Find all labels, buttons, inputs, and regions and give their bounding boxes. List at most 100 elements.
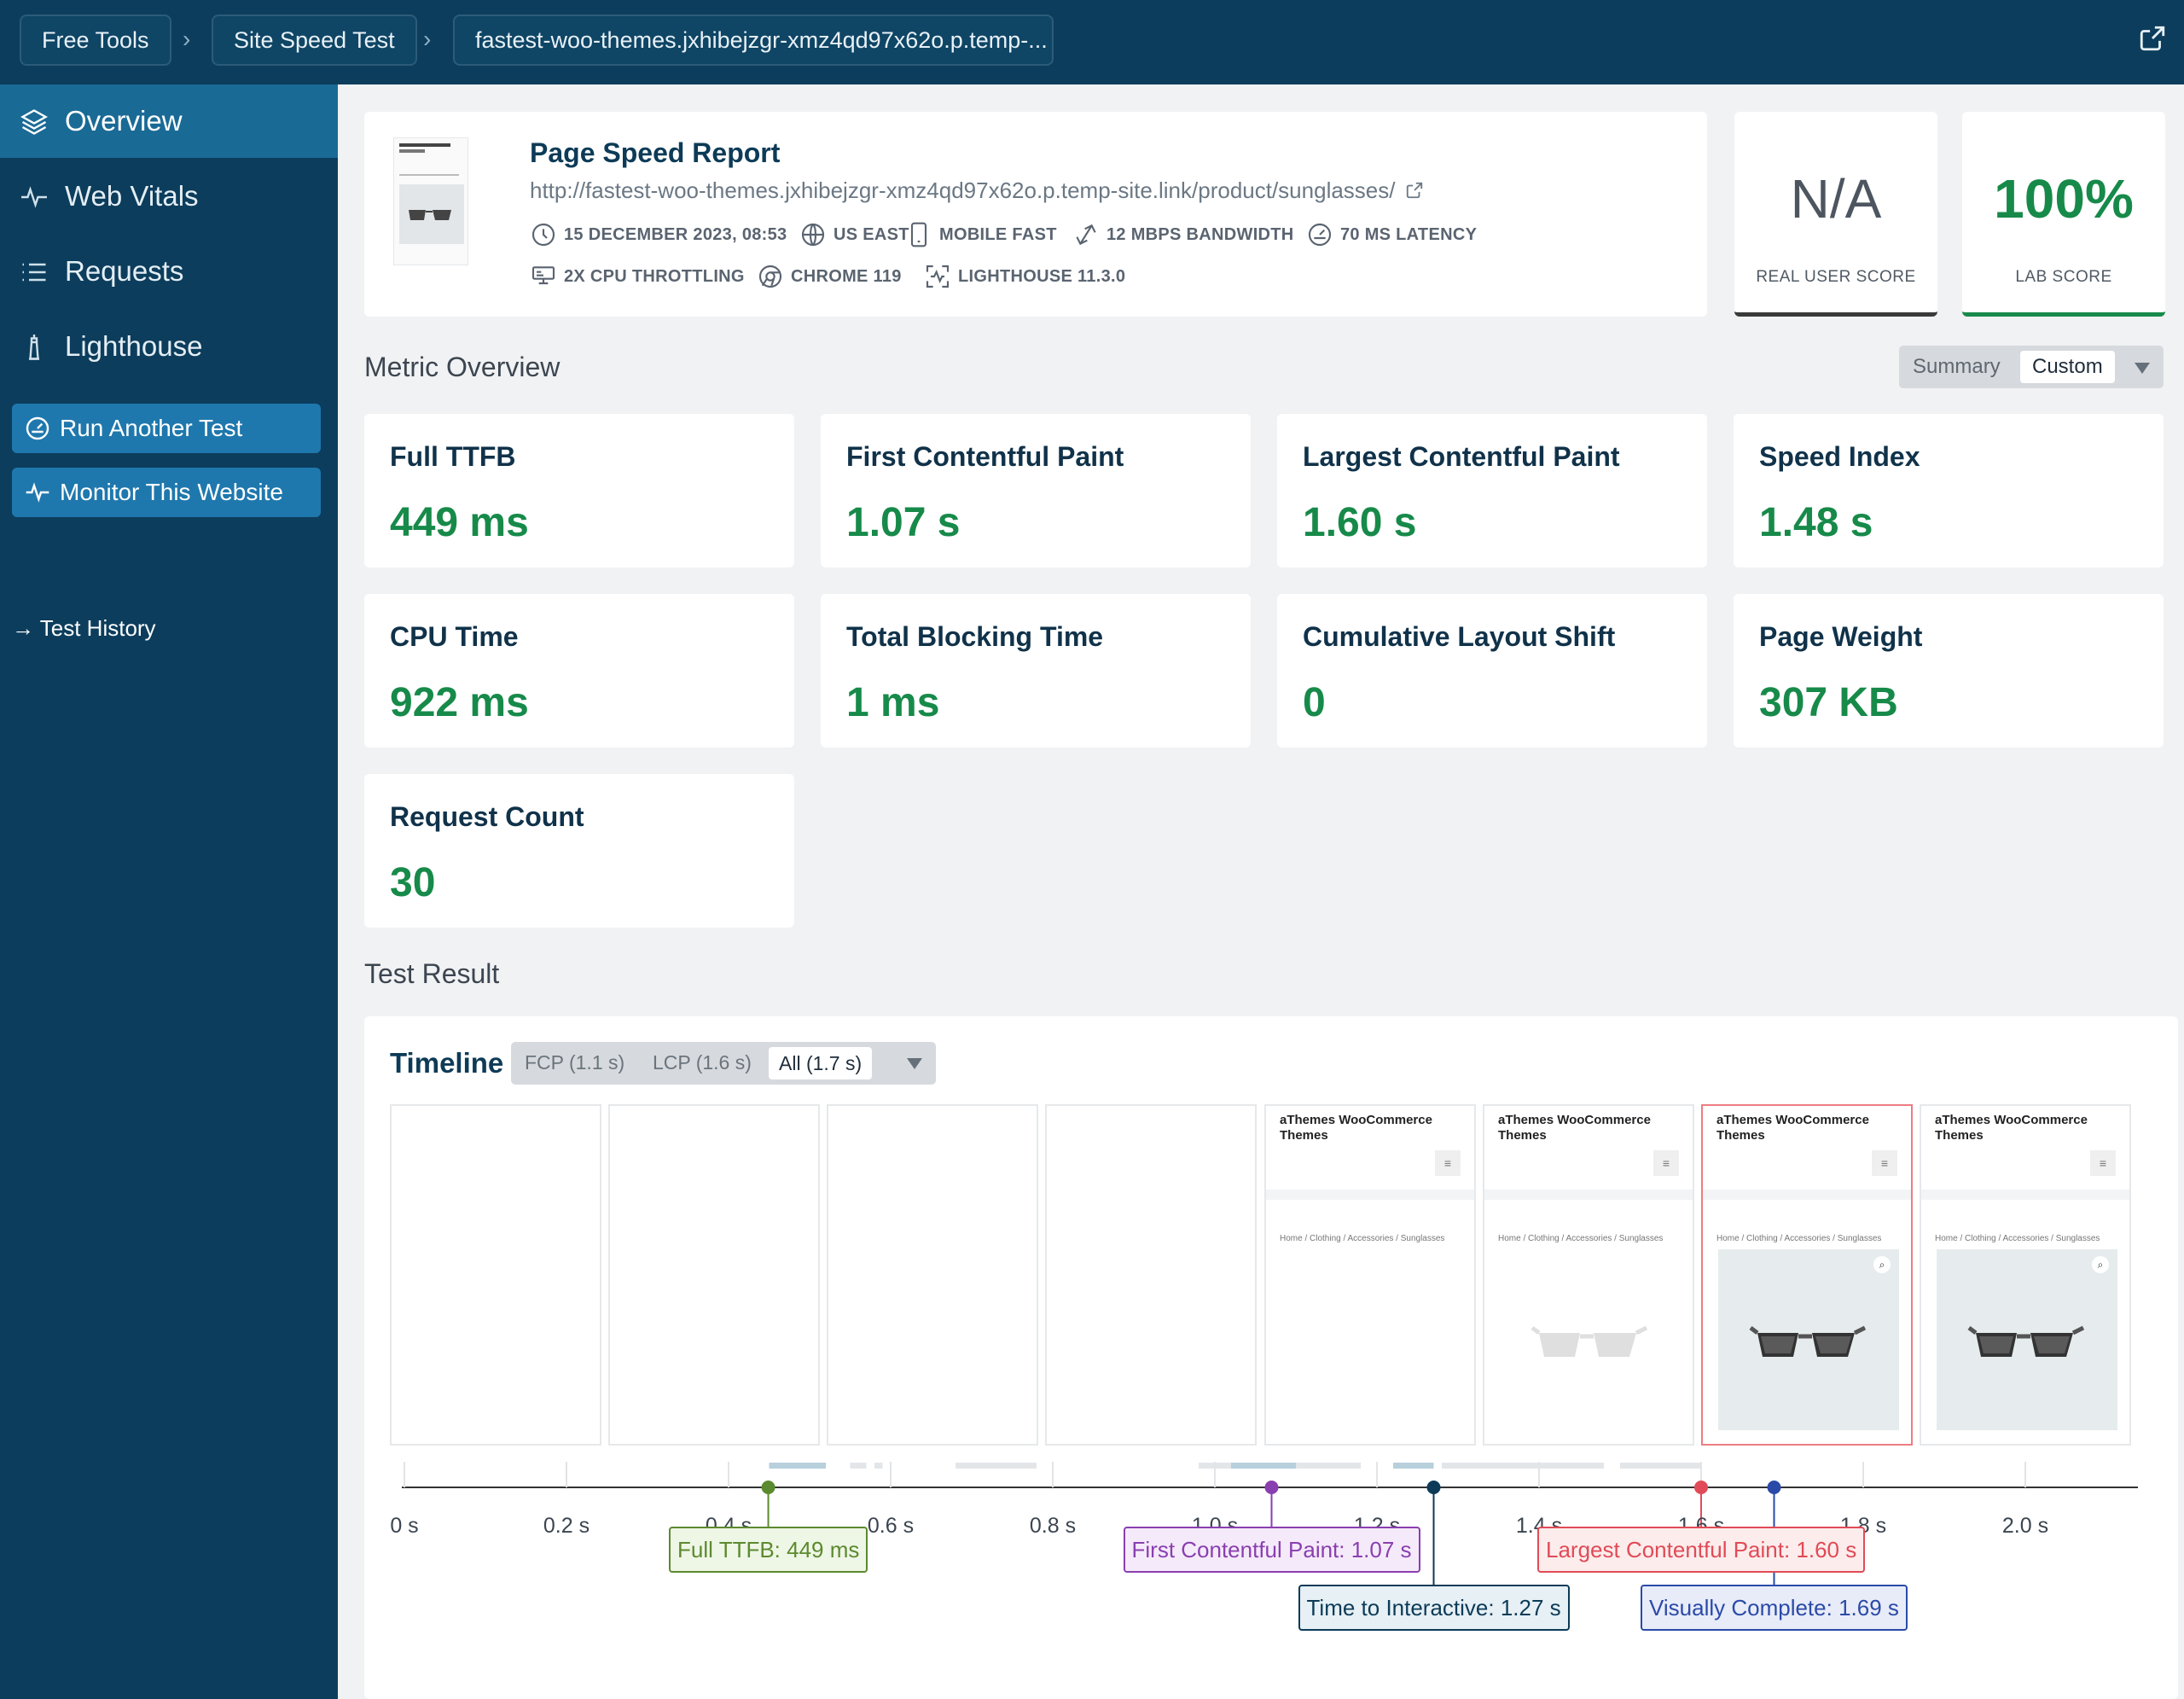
menu-icon: ≡ bbox=[2090, 1150, 2116, 1176]
metric-card-speed-index[interactable]: Speed Index 1.48 s bbox=[1734, 414, 2164, 567]
marker-dot[interactable] bbox=[1264, 1481, 1279, 1494]
real-user-score-label: REAL USER SCORE bbox=[1756, 268, 1916, 286]
real-user-score-value: N/A bbox=[1790, 168, 1882, 230]
metric-card-full-ttfb[interactable]: Full TTFB 449 ms bbox=[364, 414, 794, 567]
sunglasses-icon bbox=[1531, 1325, 1648, 1357]
metric-label: Speed Index bbox=[1759, 441, 1920, 472]
metric-value: 449 ms bbox=[390, 500, 529, 545]
metric-card-request-count[interactable]: Request Count 30 bbox=[364, 774, 794, 928]
breadcrumb-site-speed-test[interactable]: Site Speed Test bbox=[212, 15, 417, 66]
metric-value: 1.48 s bbox=[1759, 500, 1873, 545]
report-url-text: http://fastest-woo-themes.jxhibejzgr-xmz… bbox=[530, 177, 1396, 203]
metric-label: Largest Contentful Paint bbox=[1303, 441, 1620, 472]
run-another-test-button[interactable]: Run Another Test bbox=[12, 404, 321, 453]
timeline-range-tabs[interactable]: FCP (1.1 s) LCP (1.6 s) All (1.7 s) bbox=[511, 1042, 936, 1085]
test-lighthouse-version: LIGHTHOUSE 11.3.0 bbox=[924, 263, 1125, 290]
metric-card-lcp[interactable]: Largest Contentful Paint 1.60 s bbox=[1277, 414, 1707, 567]
gauge-icon bbox=[26, 416, 49, 440]
marker-label[interactable]: First Contentful Paint: 1.07 s bbox=[1123, 1527, 1420, 1573]
external-link-icon[interactable] bbox=[1405, 181, 1424, 200]
tick-label: 0 s bbox=[390, 1514, 419, 1538]
bandwidth-icon bbox=[1076, 224, 1096, 246]
chevron-down-icon[interactable] bbox=[907, 1058, 922, 1069]
zoom-icon: ⌕ bbox=[1873, 1256, 1891, 1273]
metric-card-cpu-time[interactable]: CPU Time 922 ms bbox=[364, 594, 794, 748]
sidebar-item-overview[interactable]: Overview bbox=[0, 84, 338, 158]
main-content: Page Speed Report http://fastest-woo-the… bbox=[338, 84, 2184, 1699]
run-another-test-label: Run Another Test bbox=[60, 415, 243, 441]
chevron-right-icon: › bbox=[423, 26, 432, 52]
tab-lcp[interactable]: LCP (1.6 s) bbox=[653, 1051, 752, 1074]
metric-card-fcp[interactable]: First Contentful Paint 1.07 s bbox=[821, 414, 1251, 567]
sidebar-item-requests[interactable]: Requests bbox=[0, 235, 338, 308]
metric-label: Full TTFB bbox=[390, 441, 516, 472]
marker-dot[interactable] bbox=[1767, 1481, 1781, 1494]
real-user-score-card[interactable]: N/A REAL USER SCORE bbox=[1734, 112, 1937, 317]
frame-breadcrumb: Home / Clothing / Accessories / Sunglass… bbox=[1498, 1234, 1664, 1243]
product-image bbox=[1500, 1249, 1681, 1430]
monitor-website-label: Monitor This Website bbox=[60, 479, 283, 505]
filmstrip-frame[interactable]: aThemes WooCommerce Themes ≡ Home / Clot… bbox=[1264, 1104, 1476, 1446]
marker-label[interactable]: Full TTFB: 449 ms bbox=[669, 1527, 868, 1573]
sidebar-item-web-vitals[interactable]: Web Vitals bbox=[0, 160, 338, 233]
metric-overview-heading: Metric Overview bbox=[364, 352, 561, 382]
metric-label: CPU Time bbox=[390, 621, 519, 652]
product-image: ⌕ bbox=[1718, 1249, 1899, 1430]
toggle-custom[interactable]: Custom bbox=[2020, 351, 2115, 383]
marker-dot[interactable] bbox=[1694, 1481, 1708, 1494]
tab-fcp[interactable]: FCP (1.1 s) bbox=[525, 1051, 625, 1074]
test-bandwidth: 12 MBPS BANDWIDTH bbox=[1072, 221, 1294, 248]
test-history-link[interactable]: → Test History bbox=[12, 615, 156, 641]
report-url-link[interactable]: http://fastest-woo-themes.jxhibejzgr-xmz… bbox=[530, 177, 1424, 204]
sunglasses-icon bbox=[1749, 1325, 1867, 1357]
timeline-card: Timeline FCP (1.1 s) LCP (1.6 s) All (1.… bbox=[364, 1016, 2178, 1699]
monitor-website-button[interactable]: Monitor This Website bbox=[12, 468, 321, 517]
report-header-card: Page Speed Report http://fastest-woo-the… bbox=[364, 112, 1707, 317]
menu-icon: ≡ bbox=[1435, 1150, 1461, 1176]
page-thumbnail bbox=[393, 137, 468, 265]
metric-card-tbt[interactable]: Total Blocking Time 1 ms bbox=[821, 594, 1251, 748]
filmstrip-frame[interactable] bbox=[827, 1104, 1038, 1446]
request-band bbox=[956, 1463, 1037, 1469]
external-link-icon[interactable] bbox=[2138, 24, 2167, 53]
menu-icon: ≡ bbox=[1872, 1150, 1897, 1176]
filmstrip-frame[interactable] bbox=[608, 1104, 820, 1446]
marker-dot[interactable] bbox=[1426, 1481, 1441, 1494]
filmstrip-frame[interactable]: aThemes WooCommerce Themes ≡ Home / Clot… bbox=[1483, 1104, 1694, 1446]
breadcrumb-current-url[interactable]: fastest-woo-themes.jxhibejzgr-xmz4qd97x6… bbox=[453, 15, 1054, 66]
tab-all[interactable]: All (1.7 s) bbox=[769, 1047, 873, 1079]
frame-breadcrumb: Home / Clothing / Accessories / Sunglass… bbox=[1935, 1234, 2100, 1243]
filmstrip-frame-lcp[interactable]: aThemes WooCommerce Themes ≡ Home / Clot… bbox=[1701, 1104, 1913, 1446]
toggle-summary[interactable]: Summary bbox=[1913, 355, 2001, 378]
metric-card-cls[interactable]: Cumulative Layout Shift 0 bbox=[1277, 594, 1707, 748]
frame-site-title: aThemes WooCommerce Themes bbox=[1935, 1113, 2088, 1143]
metric-value: 1 ms bbox=[846, 680, 940, 725]
sidebar-item-label: Overview bbox=[65, 105, 183, 137]
test-result-heading: Test Result bbox=[364, 958, 500, 989]
marker-dot[interactable] bbox=[761, 1481, 775, 1494]
filmstrip-frame[interactable] bbox=[390, 1104, 601, 1446]
request-band bbox=[1296, 1463, 1361, 1469]
sidebar: Overview Web Vitals Requests Lighthouse … bbox=[0, 84, 338, 1699]
lab-score-value: 100% bbox=[1994, 168, 2134, 230]
lab-score-card[interactable]: 100% LAB SCORE bbox=[1962, 112, 2165, 317]
sidebar-item-label: Lighthouse bbox=[65, 330, 203, 362]
metric-card-page-weight[interactable]: Page Weight 307 KB bbox=[1734, 594, 2164, 748]
layers-icon bbox=[20, 109, 48, 135]
chevron-down-icon[interactable] bbox=[2135, 363, 2150, 374]
metric-view-toggle[interactable]: Summary Custom bbox=[1899, 346, 2164, 388]
breadcrumb-free-tools[interactable]: Free Tools bbox=[20, 15, 171, 66]
timeline-title: Timeline bbox=[390, 1047, 504, 1079]
metric-label: Page Weight bbox=[1759, 621, 1923, 652]
tick-label: 0.6 s bbox=[867, 1514, 915, 1538]
filmstrip-frame[interactable] bbox=[1045, 1104, 1257, 1446]
marker-label[interactable]: Time to Interactive: 1.27 s bbox=[1298, 1585, 1570, 1631]
filmstrip-frame[interactable]: aThemes WooCommerce Themes ≡ Home / Clot… bbox=[1920, 1104, 2131, 1446]
product-image-placeholder bbox=[1281, 1249, 1462, 1430]
sidebar-item-lighthouse[interactable]: Lighthouse bbox=[0, 310, 338, 383]
lighthouse-scan-icon bbox=[926, 265, 950, 288]
marker-label[interactable]: Largest Contentful Paint: 1.60 s bbox=[1537, 1527, 1866, 1573]
marker-label[interactable]: Visually Complete: 1.69 s bbox=[1641, 1585, 1908, 1631]
mobile-icon bbox=[910, 222, 927, 247]
tick-label: 2.0 s bbox=[2001, 1514, 2049, 1538]
